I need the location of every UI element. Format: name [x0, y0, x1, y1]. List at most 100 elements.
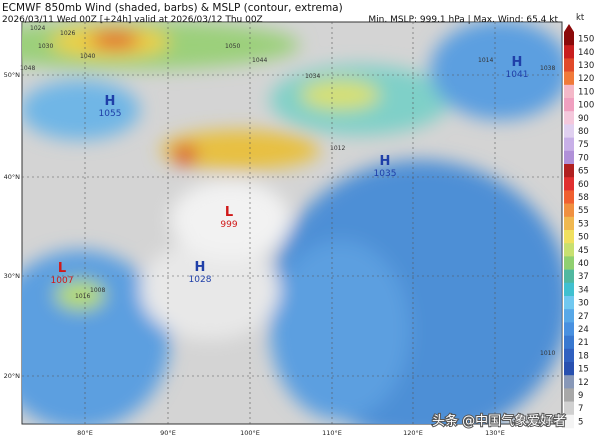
colorbar-swatch — [564, 296, 574, 310]
colorbar-label: 80 — [578, 127, 589, 137]
colorbar-swatch — [564, 216, 574, 231]
colorbar-label: 58 — [578, 193, 589, 203]
watermark: 头条 @中国气象爱好者 — [432, 413, 566, 429]
contour-label: 1010 — [540, 350, 555, 357]
lat-label: 50°N — [4, 71, 21, 79]
contour-label: 1034 — [305, 73, 320, 80]
colorbar-swatch — [564, 124, 574, 138]
colorbar-swatch — [564, 111, 574, 125]
colorbar-swatch — [564, 58, 574, 72]
colorbar-label: 5 — [578, 417, 583, 427]
contour-label: 1044 — [252, 57, 267, 64]
extremum-value: 1055 — [99, 109, 122, 119]
contour-label: 1008 — [90, 287, 105, 294]
extremum-symbol: L — [225, 205, 233, 220]
colorbar-label: 90 — [578, 114, 589, 124]
extremum-value: 1028 — [189, 275, 212, 285]
colorbar-label: 21 — [578, 338, 589, 348]
colorbar-swatch — [564, 190, 574, 204]
colorbar-label: 110 — [578, 87, 594, 97]
contour-label: 1050 — [225, 43, 240, 50]
colorbar-label: 7 — [578, 404, 583, 414]
graticule — [22, 22, 562, 424]
extremum-symbol: H — [105, 94, 116, 109]
wind-shading — [22, 22, 562, 424]
contour-label: 1040 — [80, 53, 95, 60]
contour-label: 1016 — [75, 293, 90, 300]
colorbar-triangle — [564, 24, 574, 32]
extremum-symbol: H — [380, 154, 391, 169]
lat-label: 20°N — [4, 372, 21, 380]
colorbar-label: 12 — [578, 378, 589, 388]
contour-label: 1026 — [60, 30, 75, 37]
colorbar-label: 27 — [578, 312, 589, 322]
lon-label: 80°E — [77, 429, 93, 437]
colorbar-swatch — [564, 137, 574, 152]
colorbar-label: 60 — [578, 180, 589, 190]
colorbar-swatch — [564, 243, 574, 257]
stats: Min. MSLP: 999.1 hPa | Max. Wind: 65.4 k… — [368, 15, 558, 25]
colorbar-swatch — [564, 375, 574, 389]
colorbar-swatch — [564, 269, 574, 284]
colorbar-swatch — [564, 309, 574, 323]
colorbar-swatch — [564, 256, 574, 270]
contour-label: 1030 — [38, 43, 53, 50]
colorbar-label: 65 — [578, 167, 589, 177]
extremum-symbol: L — [58, 261, 66, 276]
colorbar-swatch — [564, 362, 574, 376]
colorbar-label: 40 — [578, 259, 589, 269]
colorbar-label: 70 — [578, 153, 589, 163]
colorbar-label: 50 — [578, 233, 589, 243]
colorbar-swatch — [564, 414, 574, 429]
colorbar-label: 34 — [578, 285, 589, 295]
lon-label: 90°E — [160, 429, 176, 437]
colorbar-swatch — [564, 32, 574, 46]
colorbar-label: 55 — [578, 206, 589, 216]
colorbar-swatch — [564, 84, 574, 99]
colorbar-label: 30 — [578, 299, 589, 309]
lon-label: 110°E — [322, 429, 342, 437]
extremum-value: 1035 — [374, 169, 397, 179]
colorbar-label: 130 — [578, 61, 594, 71]
colorbar-swatch — [564, 177, 574, 191]
colorbar-swatch — [564, 348, 574, 363]
extremum-value: 1041 — [506, 70, 529, 80]
colorbar-swatch — [564, 98, 574, 112]
colorbar-swatch — [564, 230, 574, 244]
extremum-symbol: H — [512, 55, 523, 70]
colorbar-swatch — [564, 282, 574, 297]
lat-label: 30°N — [4, 272, 21, 280]
colorbar-swatch — [564, 164, 574, 178]
contour-label: 1048 — [20, 65, 35, 72]
colorbar-swatch — [564, 322, 574, 336]
lat-label: 40°N — [4, 173, 21, 181]
colorbar-label: 140 — [578, 48, 594, 58]
colorbar-label: 150 — [578, 35, 594, 45]
subtitle: 2026/03/11 Wed 00Z [+24h] valid at 2026/… — [2, 15, 263, 25]
contour-label: 1038 — [540, 65, 555, 72]
colorbar-label: 37 — [578, 272, 589, 282]
lon-label: 100°E — [240, 429, 260, 437]
colorbar-swatch — [564, 203, 574, 218]
contour-label: 1024 — [30, 25, 45, 32]
colorbar-swatch — [564, 150, 574, 165]
colorbar-label: 120 — [578, 74, 594, 84]
colorbar-swatch — [564, 335, 574, 350]
contour-label: 1012 — [330, 145, 345, 152]
extremum-value: 1007 — [51, 276, 74, 286]
colorbar-label: 18 — [578, 351, 589, 361]
colorbar-label: 75 — [578, 140, 589, 150]
contour-label: 1014 — [478, 57, 493, 64]
colorbar-label: 100 — [578, 101, 594, 111]
colorbar-swatch — [564, 401, 574, 416]
lon-label: 120°E — [403, 429, 423, 437]
colorbar-swatch — [564, 45, 574, 59]
colorbar-label: 53 — [578, 219, 589, 229]
colorbar-swatch — [564, 71, 574, 86]
colorbar-label: 9 — [578, 391, 583, 401]
extremum-symbol: H — [195, 260, 206, 275]
colorbar-label: 15 — [578, 365, 589, 375]
colorbar-label: 24 — [578, 325, 589, 335]
colorbar-label: 45 — [578, 246, 589, 256]
